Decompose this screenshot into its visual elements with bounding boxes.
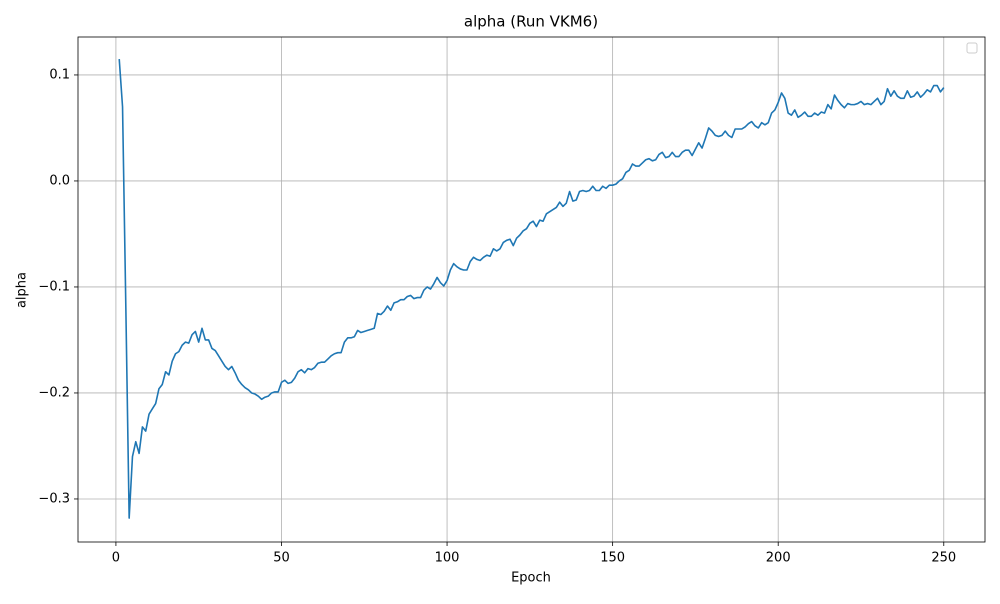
x-tick-label: 250	[931, 551, 956, 566]
y-tick-label: −0.2	[38, 385, 70, 400]
y-axis-label: alpha	[15, 272, 30, 308]
y-tick-label: 0.1	[49, 67, 70, 82]
y-tick-label: −0.3	[38, 491, 70, 506]
x-tick-label: 100	[435, 551, 460, 566]
x-tick-label: 200	[766, 551, 791, 566]
legend-box	[966, 42, 978, 54]
x-tick-label: 0	[112, 551, 120, 566]
x-tick-label: 50	[273, 551, 290, 566]
y-tick-label: 0.0	[49, 173, 70, 188]
y-tick-label: −0.1	[38, 279, 70, 294]
data-line	[118, 58, 945, 519]
chart-title: alpha (Run VKM6)	[464, 13, 598, 31]
axes-frame	[77, 36, 986, 543]
x-axis-label: Epoch	[511, 571, 551, 586]
x-tick-label: 150	[600, 551, 625, 566]
